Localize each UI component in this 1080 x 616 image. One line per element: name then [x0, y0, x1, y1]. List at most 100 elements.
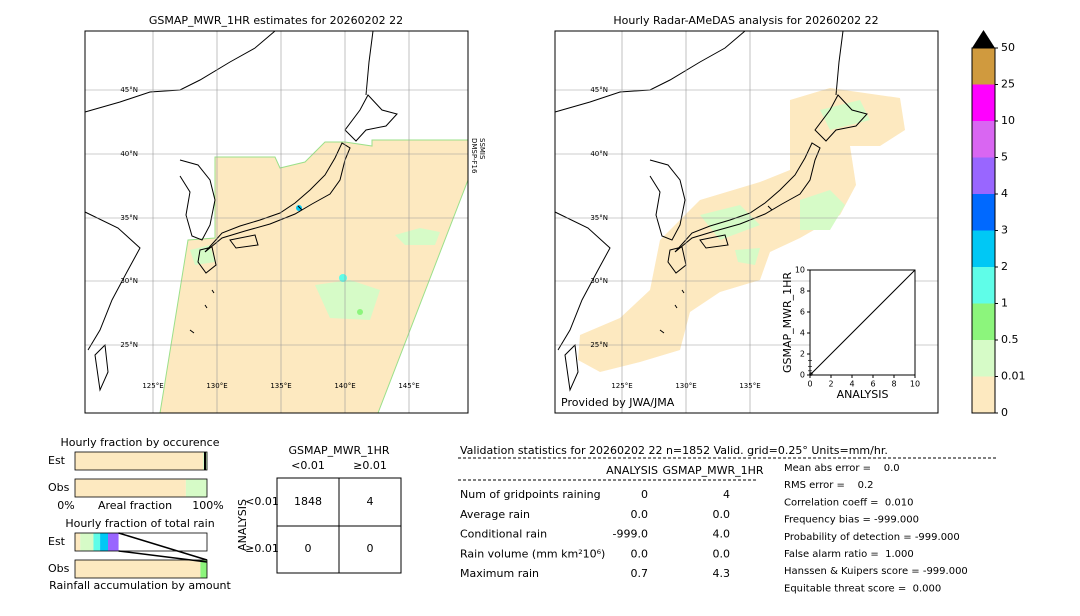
- row-header: ≥0.01: [245, 542, 279, 555]
- stats-label: Rain volume (mm km²10⁶): [460, 547, 605, 560]
- colorbar-segment: [972, 121, 995, 158]
- map-title: Hourly Radar-AMeDAS analysis for 2026020…: [613, 14, 878, 27]
- credit: Provided by JWA/JMA: [561, 396, 675, 409]
- stats-value: -999.0: [613, 528, 648, 541]
- colorbar-label: 3: [1001, 224, 1008, 237]
- x-tick-label: 2: [828, 380, 833, 389]
- map-border: [84, 30, 469, 414]
- stats-value: 4: [723, 488, 730, 501]
- bar-frame: [74, 532, 208, 552]
- table-cell: 4: [367, 495, 374, 508]
- score: RMS error = 0.2: [784, 480, 874, 491]
- stats-label: Conditional rain: [460, 528, 547, 541]
- lat-label: 30°N: [590, 277, 608, 285]
- lat-label: 35°N: [120, 214, 138, 222]
- row-header: <0.01: [245, 495, 279, 508]
- fraction-segment: [80, 533, 94, 551]
- score: Equitable threat score = 0.000: [784, 583, 941, 594]
- lon-label: 145°E: [398, 382, 419, 390]
- lat-label: 45°N: [590, 86, 608, 94]
- colorbar-label: 0.5: [1001, 333, 1019, 346]
- table-title: GSMAP_MWR_1HR: [288, 444, 389, 457]
- x-tick-label: 0: [807, 380, 812, 389]
- colorbar-segment: [972, 376, 995, 413]
- diagonal: [809, 269, 916, 376]
- colorbar-extend: [972, 30, 995, 48]
- y-tick-label: 10: [795, 266, 805, 275]
- lat-label: 25°N: [590, 341, 608, 349]
- y-tick-label: 8: [800, 287, 805, 296]
- x-tick-label: 10: [910, 380, 920, 389]
- score: Mean abs error = 0.0: [784, 463, 900, 474]
- lat-label: 40°N: [120, 150, 138, 158]
- fraction-segment: [108, 533, 119, 551]
- left-map: [85, 31, 469, 414]
- colorbar-segment: [972, 340, 995, 377]
- score: Probability of detection = -999.000: [784, 532, 960, 543]
- footer: Rainfall accumulation by amount: [49, 579, 231, 592]
- colorbar-segment: [972, 48, 995, 85]
- y-tick-label: 0: [800, 371, 805, 380]
- satellite-label: SSMIS: [478, 138, 486, 160]
- bar-frame: [74, 478, 208, 498]
- colorbar-segment: [972, 303, 995, 340]
- rain-spot: [296, 205, 302, 211]
- fraction-segment: [75, 479, 186, 497]
- row-axis: ANALYSIS: [236, 499, 249, 551]
- stats-value: 4.3: [713, 567, 731, 580]
- x-tick-label: 6: [870, 380, 875, 389]
- rain-spot: [357, 309, 363, 315]
- stats-column: ANALYSIS: [606, 464, 658, 477]
- colorbar-segment: [972, 230, 995, 267]
- accumulation-wedge: [118, 532, 208, 563]
- lat-label: 40°N: [590, 150, 608, 158]
- lon-label: 140°E: [334, 382, 355, 390]
- stats-value: 4.0: [713, 528, 731, 541]
- colorbar-label: 25: [1001, 78, 1015, 91]
- map-border: [554, 30, 939, 414]
- rain-area-light: [190, 228, 440, 320]
- scatter-point: [808, 364, 812, 369]
- fraction-segment: [75, 560, 201, 578]
- rain-area-light: [700, 100, 870, 265]
- fraction-segment: [93, 533, 101, 551]
- x-tick-label: 8: [891, 380, 896, 389]
- colorbar-segment: [972, 267, 995, 304]
- row-label: Obs: [48, 562, 70, 575]
- colorbar-label: 50: [1001, 41, 1015, 54]
- chart-title: Hourly fraction of total rain: [65, 517, 214, 530]
- map-title: GSMAP_MWR_1HR estimates for 20260202 22: [149, 14, 403, 27]
- lat-label: 35°N: [590, 214, 608, 222]
- col-header: <0.01: [291, 459, 325, 472]
- colorbar-segment: [972, 84, 995, 121]
- left-map: 45°N 40°N 35°N 30°N 25°N 125°E 130°E 135°E 140°E…: [84, 30, 469, 414]
- bar-frame: [74, 559, 208, 579]
- row-label: Est: [48, 454, 66, 467]
- y-tick-label: 6: [800, 308, 805, 317]
- lon-label: 130°E: [206, 382, 227, 390]
- axis-left: 0%: [57, 499, 74, 512]
- stats-value: 0.7: [631, 567, 649, 580]
- colorbar-label: 10: [1001, 114, 1015, 127]
- stats-value: 0.0: [713, 547, 731, 560]
- table-cell: 1848: [294, 495, 322, 508]
- lat-label: 45°N: [120, 86, 138, 94]
- y-tick-label: 4: [800, 329, 805, 338]
- x-axis-label: ANALYSIS: [837, 388, 889, 401]
- colorbar-label: 0: [1001, 406, 1008, 419]
- y-tick-label: 2: [800, 350, 805, 359]
- axis-label: Areal fraction: [98, 499, 172, 512]
- stats-label: Average rain: [460, 508, 530, 521]
- lon-label: 135°E: [739, 382, 760, 390]
- colorbar-label: 5: [1001, 151, 1008, 164]
- stats-header: Validation statistics for 20260202 22 n=…: [460, 444, 888, 457]
- row-label: Obs: [48, 481, 70, 494]
- stats-label: Num of gridpoints raining: [460, 488, 601, 501]
- fraction-segment: [185, 479, 207, 497]
- stats-value: 0.0: [631, 508, 649, 521]
- colorbar-segment: [972, 157, 995, 194]
- scatter-point: [809, 371, 814, 376]
- scatter-point: [808, 358, 812, 363]
